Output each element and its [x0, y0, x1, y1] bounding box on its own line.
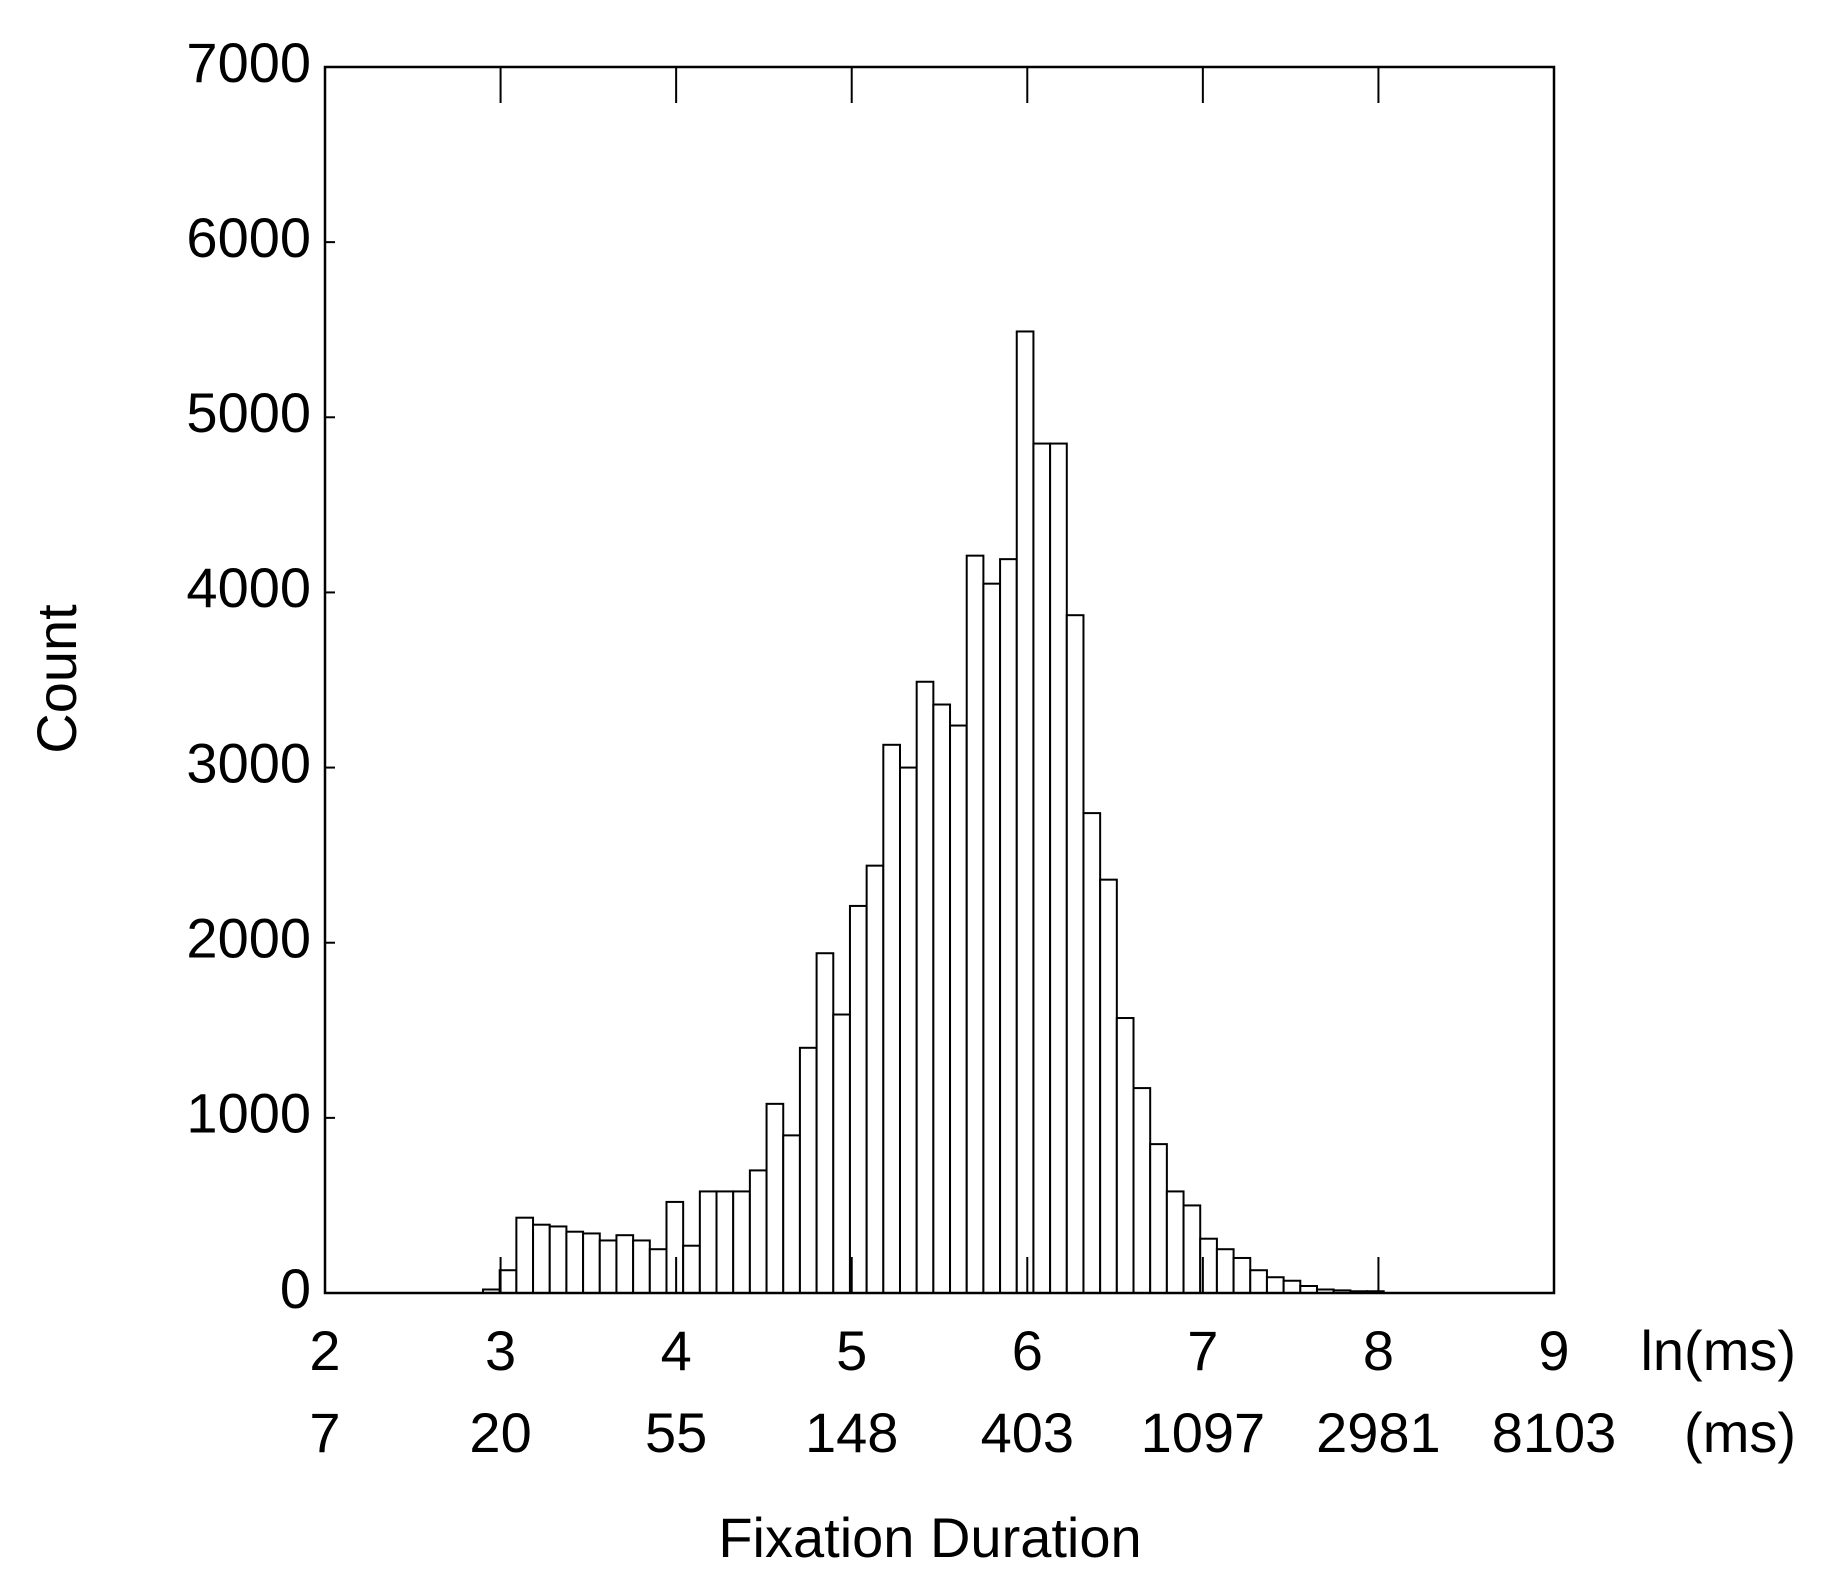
bar	[498, 1269, 518, 1295]
x2-unit-label: (ms)	[1684, 1401, 1796, 1464]
bar	[1082, 812, 1102, 1294]
bar	[932, 703, 952, 1294]
x-tick-label: 6	[1012, 1319, 1043, 1382]
bar	[1215, 1248, 1235, 1294]
bar	[515, 1216, 535, 1295]
bar	[1165, 1190, 1185, 1294]
bar	[748, 1169, 768, 1295]
bar	[1115, 1017, 1135, 1294]
bar	[815, 952, 835, 1294]
bar	[1132, 1087, 1152, 1295]
y-axis-label: Count	[25, 604, 88, 754]
bar	[715, 1190, 735, 1294]
bar	[965, 554, 985, 1294]
bar	[765, 1102, 785, 1294]
bar	[865, 864, 885, 1294]
y-tick-label: 3000	[186, 731, 311, 794]
x2-tick-label: 403	[981, 1401, 1074, 1464]
bar	[1032, 442, 1052, 1294]
bar	[732, 1190, 751, 1294]
bar	[898, 766, 918, 1294]
x2-tick-label: 1097	[1141, 1401, 1266, 1464]
bar	[915, 680, 935, 1294]
x-tick-label: 3	[485, 1319, 516, 1382]
x-tick-label: 9	[1538, 1319, 1569, 1382]
bar	[548, 1225, 568, 1294]
y-tick-label: 4000	[186, 556, 311, 619]
bar	[782, 1134, 801, 1295]
plot-frame	[323, 65, 1556, 1295]
bar	[982, 582, 1002, 1294]
bar	[1265, 1276, 1285, 1295]
bar	[1232, 1256, 1252, 1295]
bar	[682, 1244, 701, 1294]
bar	[532, 1223, 551, 1295]
y-tick-label: 2000	[186, 907, 311, 970]
bar	[565, 1230, 585, 1294]
bar	[1282, 1279, 1302, 1294]
bar	[1099, 878, 1118, 1294]
y-tick-label: 6000	[186, 206, 311, 269]
x2-tick-label: 7	[309, 1401, 340, 1464]
bar	[882, 743, 901, 1294]
bar	[1049, 442, 1068, 1294]
bar	[698, 1190, 718, 1294]
bar	[1065, 614, 1085, 1294]
x-tick-label: 2	[309, 1319, 340, 1382]
x-tick-label: 8	[1363, 1319, 1394, 1382]
bar	[798, 1046, 818, 1295]
x-tick-label: 5	[836, 1319, 867, 1382]
x-tick-label: 7	[1187, 1319, 1218, 1382]
x-axis-label: Fixation Duration	[718, 1506, 1141, 1569]
x2-tick-label: 148	[805, 1401, 898, 1464]
y-tick-label: 0	[280, 1257, 311, 1320]
bar	[999, 558, 1018, 1294]
bar	[848, 904, 868, 1294]
bar	[1249, 1269, 1268, 1295]
bar	[832, 1013, 851, 1294]
bar	[615, 1234, 635, 1295]
y-tick-label: 7000	[186, 31, 311, 94]
x2-tick-label: 2981	[1316, 1401, 1441, 1464]
y-tick-label: 5000	[186, 381, 311, 444]
bar	[949, 724, 968, 1294]
x-tick-label: 4	[661, 1319, 692, 1382]
bar	[1015, 330, 1035, 1295]
x2-tick-label: 8103	[1492, 1401, 1617, 1464]
x-unit-label: ln(ms)	[1640, 1319, 1796, 1382]
y-tick-label: 1000	[186, 1082, 311, 1145]
bar	[665, 1200, 685, 1294]
bar	[598, 1239, 618, 1295]
bar	[1149, 1143, 1168, 1294]
x2-tick-label: 55	[645, 1401, 707, 1464]
bar	[1182, 1204, 1202, 1295]
bar	[648, 1248, 668, 1294]
bar	[582, 1232, 601, 1294]
x2-tick-label: 20	[469, 1401, 531, 1464]
bar	[632, 1239, 651, 1295]
